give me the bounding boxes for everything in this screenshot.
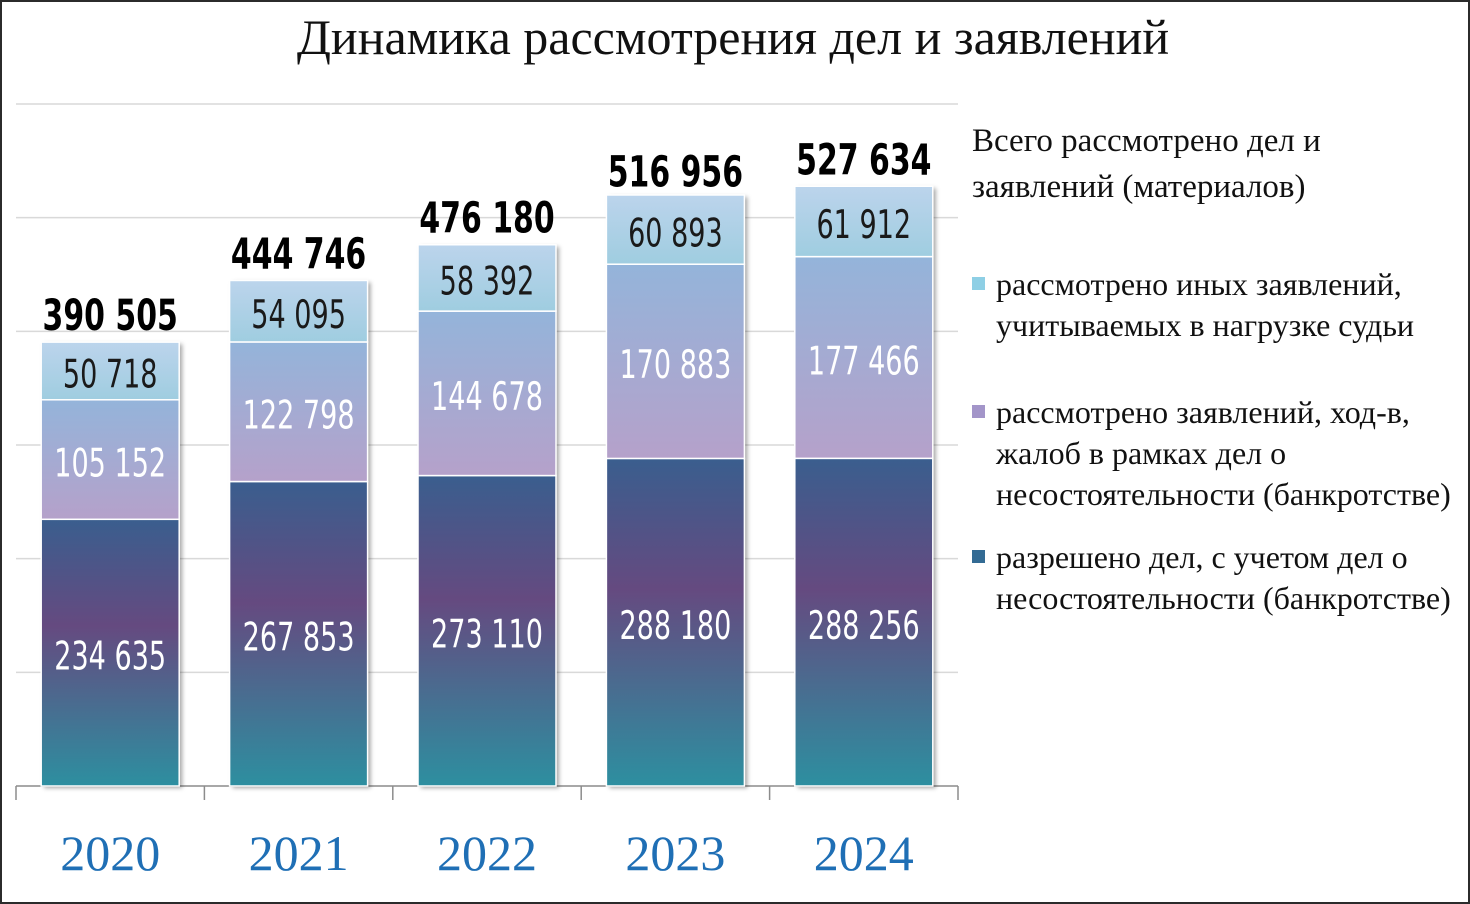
segment-value-label: 105 152 [54, 440, 166, 486]
bar-segment-resolved-cases [794, 457, 934, 787]
bar-segment-bankruptcy-applications [605, 263, 746, 460]
segment-value-label: 177 466 [808, 338, 920, 384]
segment-value-label: 144 678 [431, 374, 543, 420]
legend: Всего рассмотрено дел и заявлений (матер… [972, 118, 1462, 619]
bar-segment-bankruptcy-applications [40, 399, 180, 521]
chart-title: Динамика рассмотрения дел и заявлений [296, 9, 1170, 65]
x-category-label: 2022 [437, 825, 537, 881]
legend-item-resolved-cases: разрешено дел, с учетом дел о несостояте… [972, 537, 1462, 619]
bar-segment-resolved-cases [40, 518, 180, 787]
x-category-label: 2020 [60, 825, 160, 881]
segment-value-label: 122 798 [243, 392, 355, 438]
bars [40, 185, 934, 787]
bar-segment-resolved-cases [605, 457, 746, 787]
legend-item-other-applications: рассмотрено иных заявлений, учитываемых … [972, 264, 1462, 346]
total-value-label: 476 180 [419, 193, 554, 243]
data-labels: 234 635 105 152 50 718 390 505 2020 267 853 12… [43, 135, 932, 881]
segment-value-label: 273 110 [431, 611, 543, 657]
bar-segment-resolved-cases [228, 480, 369, 787]
segment-value-label: 61 912 [816, 202, 911, 248]
segment-value-label: 288 180 [619, 603, 731, 649]
bar-segment-bankruptcy-applications [228, 341, 369, 483]
total-value-label: 444 746 [231, 229, 366, 279]
bar-segment-bankruptcy-applications [794, 255, 934, 460]
legend-swatch [972, 277, 985, 290]
total-value-label: 527 634 [796, 135, 931, 185]
legend-label: рассмотрено заявлений, ход-в, жалоб в ра… [996, 394, 1451, 512]
segment-value-label: 170 883 [619, 342, 731, 388]
x-category-label: 2024 [814, 825, 914, 881]
segment-value-label: 60 893 [628, 210, 723, 256]
segment-value-label: 54 095 [251, 292, 346, 338]
segment-value-label: 50 718 [63, 352, 158, 398]
x-category-label: 2021 [249, 825, 349, 881]
legend-item-bankruptcy-applications: рассмотрено заявлений, ход-в, жалоб в ра… [972, 392, 1462, 515]
segment-value-label: 234 635 [54, 633, 166, 679]
segment-value-label: 58 392 [440, 259, 535, 305]
bar-segment-bankruptcy-applications [417, 310, 557, 477]
legend-label: разрешено дел, с учетом дел о несостояте… [996, 539, 1451, 616]
bar-segment-other-applications [40, 341, 180, 401]
x-axis [15, 785, 959, 800]
segment-value-label: 288 256 [808, 603, 920, 649]
segment-value-label: 267 853 [243, 614, 355, 660]
bar-segment-other-applications [417, 243, 557, 312]
legend-swatch [972, 550, 985, 563]
bar-segment-other-applications [605, 194, 746, 265]
bar-segment-other-applications [228, 279, 369, 343]
x-category-label: 2023 [625, 825, 725, 881]
legend-swatch [972, 405, 985, 418]
legend-label: рассмотрено иных заявлений, учитываемых … [996, 266, 1415, 343]
total-value-label: 390 505 [43, 291, 178, 341]
legend-title: Всего рассмотрено дел и заявлений (матер… [972, 123, 1321, 205]
bar-segment-other-applications [794, 185, 934, 258]
total-value-label: 516 956 [608, 147, 743, 197]
